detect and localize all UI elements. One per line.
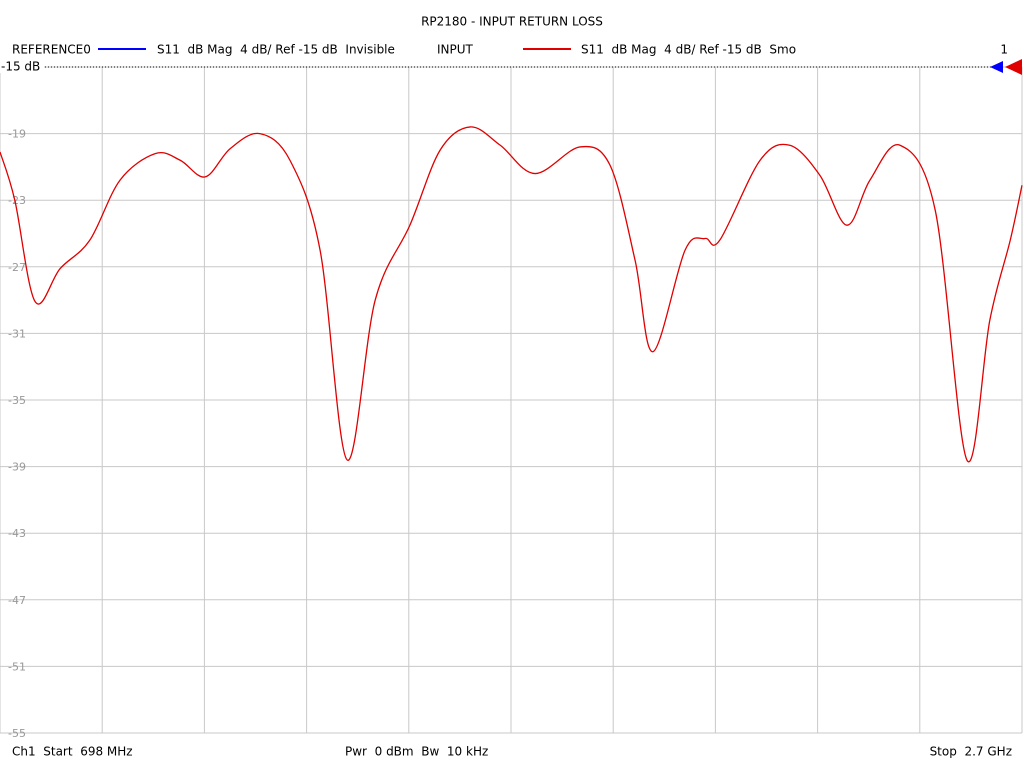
y-tick-label: -23 (8, 194, 26, 207)
legend-description: S11 dB Mag 4 dB/ Ref -15 dB Invisible (157, 43, 395, 57)
y-tick-label: -35 (8, 394, 26, 407)
y-tick-label: -43 (8, 527, 26, 540)
legend-description: S11 dB Mag 4 dB/ Ref -15 dB Smo (581, 43, 796, 57)
grid (0, 66, 1023, 734)
reference-marker (990, 61, 1003, 73)
y-tick-label: -39 (8, 461, 26, 474)
legend-name: INPUT (437, 43, 474, 57)
channel-number: 1 (1000, 43, 1008, 57)
footer-power: Pwr 0 dBm Bw 10 kHz (345, 745, 488, 759)
reference-marker (1005, 59, 1022, 75)
y-tick-label: -51 (8, 660, 26, 673)
footer-start: Ch1 Start 698 MHz (12, 745, 133, 759)
y-tick-label: -27 (8, 261, 26, 274)
reference-label: -15 dB (1, 60, 40, 74)
reference-label-bg (0, 59, 44, 73)
legend-name: REFERENCE0 (12, 43, 91, 57)
y-tick-label: -31 (8, 327, 26, 340)
trace-line (0, 126, 1023, 463)
footer-stop: Stop 2.7 GHz (930, 745, 1012, 759)
chart-title: RP2180 - INPUT RETURN LOSS (421, 15, 603, 29)
y-tick-label: -47 (8, 594, 26, 607)
y-tick-label: -55 (8, 727, 26, 740)
y-tick-label: -19 (8, 128, 26, 141)
